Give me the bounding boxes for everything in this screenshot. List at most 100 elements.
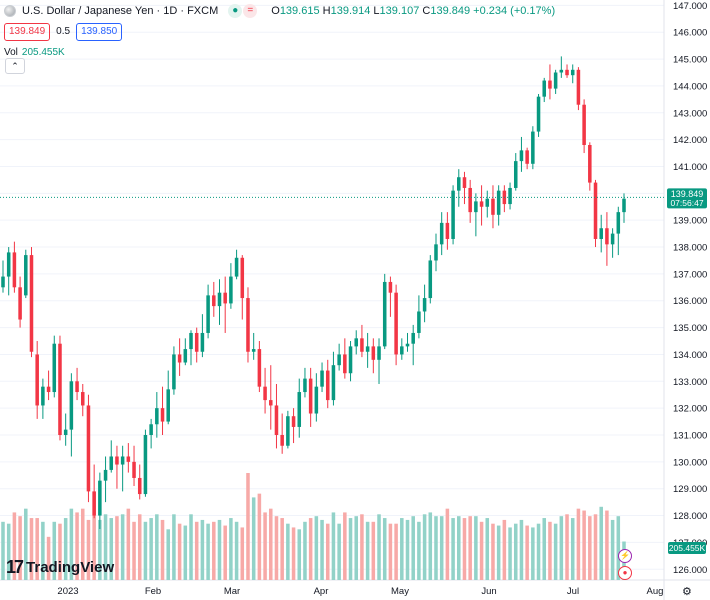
candle-body bbox=[491, 198, 495, 215]
gear-icon[interactable]: ⚙ bbox=[682, 586, 692, 598]
volume-bar bbox=[553, 523, 558, 580]
candle-body bbox=[132, 461, 136, 478]
volume-bar bbox=[360, 514, 364, 580]
candle-body bbox=[616, 212, 621, 234]
candle-body bbox=[240, 257, 245, 299]
price-tick-label: 131.000 bbox=[673, 431, 707, 442]
volume-bar bbox=[570, 518, 575, 580]
candle-body bbox=[400, 346, 404, 355]
volume-bar bbox=[354, 516, 358, 580]
record-icon[interactable]: ● bbox=[618, 566, 632, 580]
volume-bar bbox=[132, 521, 136, 580]
candlesticks[interactable] bbox=[1, 56, 626, 529]
time-axis[interactable]: 2023 Feb Mar Apr May Jun Jul Aug bbox=[57, 586, 663, 597]
symbol-row: U.S. Dollar / Japanese Yen · 1D · FXCM ●… bbox=[4, 4, 555, 18]
candle-body bbox=[405, 343, 410, 347]
market-open-icon[interactable]: ● bbox=[228, 4, 243, 18]
volume-bar bbox=[263, 512, 267, 580]
volume-bar bbox=[257, 493, 262, 580]
volume-bar bbox=[605, 510, 609, 580]
price-axis[interactable]: 126.000127.000128.000129.000130.000131.0… bbox=[673, 1, 707, 576]
volume-bar bbox=[297, 529, 302, 580]
volume-bar bbox=[149, 518, 153, 580]
volume-bar bbox=[200, 519, 205, 580]
volume-bar bbox=[206, 523, 210, 580]
tradingview-logo-icon: 17 bbox=[6, 557, 24, 577]
volume-bar bbox=[343, 512, 347, 580]
candle-body bbox=[46, 386, 51, 393]
volume-bar bbox=[536, 523, 541, 580]
lightning-icon[interactable]: ⚡ bbox=[618, 549, 632, 563]
candle-body bbox=[588, 145, 592, 183]
tradingview-logo-text: TradingView bbox=[26, 559, 115, 576]
price-tick-label: 138.000 bbox=[673, 243, 707, 254]
volume-bar bbox=[445, 508, 450, 580]
equals-icon[interactable]: = bbox=[243, 4, 258, 18]
candle-body bbox=[269, 400, 273, 406]
volume-bar bbox=[75, 512, 79, 580]
volume-bar bbox=[41, 521, 45, 580]
volume-bar bbox=[474, 516, 478, 580]
volume-bar bbox=[177, 523, 182, 580]
price-tick-label: 126.000 bbox=[673, 565, 707, 576]
candle-body bbox=[388, 281, 393, 293]
candle-body bbox=[331, 365, 336, 401]
candle-body bbox=[103, 469, 108, 481]
sell-button[interactable]: 139.849 bbox=[4, 23, 51, 41]
volume-bar bbox=[308, 518, 313, 580]
candle-body bbox=[519, 150, 524, 162]
chevron-up-icon[interactable]: ⌃ bbox=[5, 58, 25, 74]
candle-body bbox=[229, 276, 233, 304]
volume-bar bbox=[35, 518, 39, 580]
volume-bar bbox=[405, 519, 410, 580]
candle-body bbox=[462, 177, 467, 188]
volume-bar bbox=[92, 491, 96, 580]
candle-body bbox=[394, 292, 398, 355]
candle-body bbox=[337, 354, 341, 366]
volume-bar bbox=[103, 514, 108, 580]
volume-bar bbox=[24, 508, 28, 580]
volume-bar bbox=[137, 514, 142, 580]
volume-legend: Vol 205.455K bbox=[4, 46, 555, 60]
volume-bar bbox=[325, 523, 330, 580]
volume-bar bbox=[274, 516, 279, 580]
candle-body bbox=[610, 233, 615, 245]
volume-bar bbox=[160, 519, 165, 580]
candle-body bbox=[559, 69, 564, 73]
currency-pair-icon[interactable] bbox=[4, 5, 16, 17]
price-tick-label: 129.000 bbox=[673, 484, 707, 495]
candle-body bbox=[457, 177, 461, 191]
volume-bar bbox=[46, 536, 51, 580]
volume-bar bbox=[80, 508, 85, 580]
volume-bar bbox=[166, 529, 170, 580]
symbol-title[interactable]: U.S. Dollar / Japanese Yen · 1D · FXCM bbox=[22, 5, 219, 17]
volume-bar bbox=[548, 521, 552, 580]
volume-tag: 205.455K bbox=[668, 542, 706, 554]
volume-bar bbox=[422, 514, 427, 580]
candle-body bbox=[177, 354, 182, 363]
change-value: +0.234 (+0.17%) bbox=[473, 5, 556, 17]
buy-button[interactable]: 139.850 bbox=[76, 23, 123, 41]
price-tick-label: 147.000 bbox=[673, 1, 707, 12]
candle-body bbox=[536, 96, 541, 132]
candle-body bbox=[29, 255, 34, 352]
volume-bar bbox=[542, 518, 547, 580]
tradingview-logo[interactable]: 17 TradingView bbox=[6, 557, 114, 578]
candle-body bbox=[325, 370, 330, 401]
candle-body bbox=[41, 386, 45, 406]
volume-bar bbox=[234, 521, 239, 580]
volume-bar bbox=[388, 523, 393, 580]
market-status[interactable]: ● = bbox=[228, 4, 258, 18]
candle-body bbox=[485, 198, 490, 207]
candle-body bbox=[160, 408, 165, 422]
volume-bar bbox=[382, 518, 387, 580]
time-tick-label: Aug bbox=[647, 586, 664, 597]
volume-bar bbox=[610, 519, 615, 580]
candle-body bbox=[548, 80, 552, 89]
volume-bar bbox=[599, 506, 603, 580]
volume-bar bbox=[485, 518, 490, 580]
candle-body bbox=[422, 298, 427, 312]
volume-bar bbox=[291, 527, 296, 580]
